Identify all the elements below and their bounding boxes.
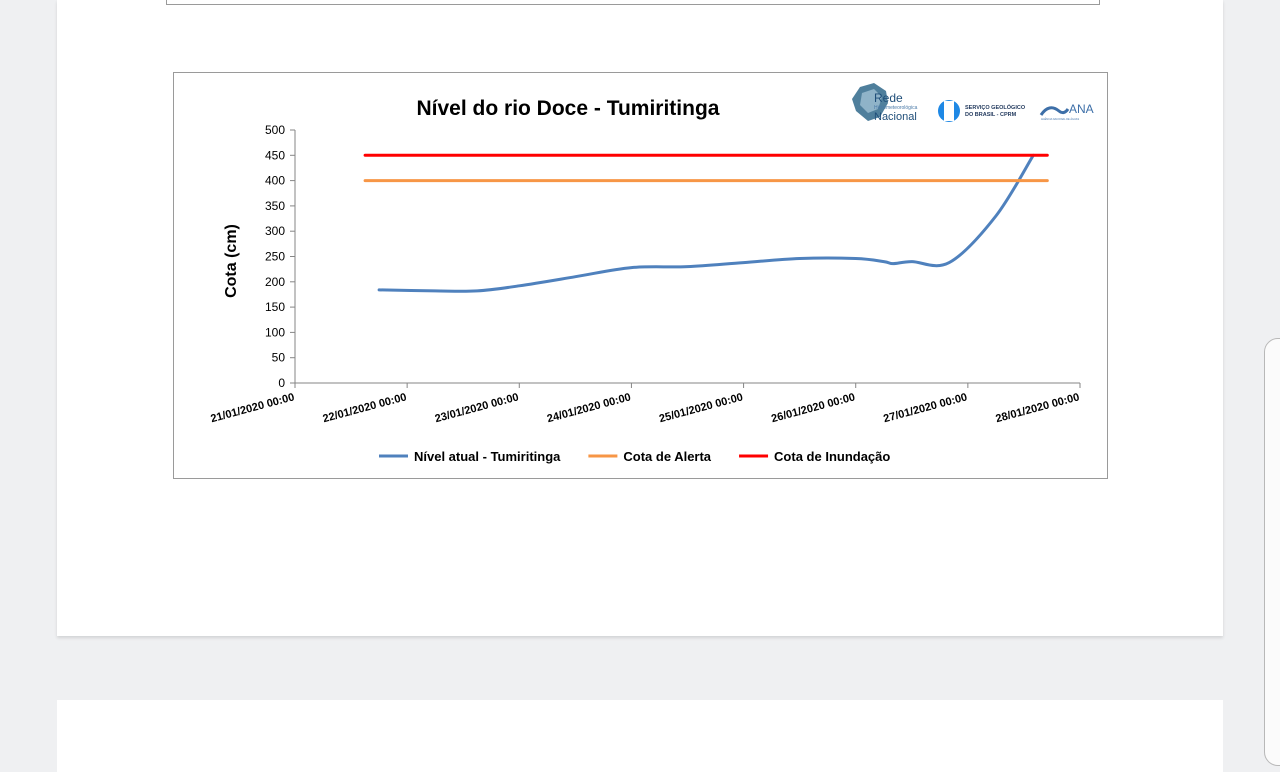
brazil-map-icon (852, 83, 888, 121)
y-tick-label: 250 (265, 250, 285, 264)
cprm-logo-line2: DO BRASIL - CPRM (965, 112, 1017, 118)
x-tick-label: 23/01/2020 00:00 (434, 391, 520, 425)
rede-logo-line1: Rede (874, 91, 903, 105)
next-document-page (57, 700, 1223, 772)
chart-container: Nível do rio Doce - Tumiritinga Cota (cm… (173, 72, 1108, 479)
rede-logo-line2: Hidrometeorológica (874, 105, 918, 111)
ana-logo-subtext: AGÊNCIA NACIONAL DE ÁGUAS (1041, 118, 1079, 121)
y-tick-label: 300 (265, 224, 285, 238)
legend-label: Nível atual - Tumiritinga (414, 449, 561, 464)
legend-label: Cota de Alerta (623, 449, 711, 464)
cprm-emblem-icon (938, 100, 960, 122)
y-tick-label: 450 (265, 148, 285, 162)
x-tick-label: 27/01/2020 00:00 (882, 391, 968, 425)
y-axis-label: Cota (cm) (223, 224, 240, 298)
y-tick-label: 0 (278, 376, 285, 390)
legend: Nível atual - Tumiritinga Cota de Alerta C… (379, 449, 890, 464)
x-tick-label: 25/01/2020 00:00 (658, 391, 744, 425)
x-tick-label: 26/01/2020 00:00 (770, 391, 856, 425)
rede-logo: Rede Hidrometeorológica Nacional (852, 83, 918, 123)
x-tick-label: 21/01/2020 00:00 (209, 391, 295, 425)
ana-logo-text: ANA (1069, 102, 1094, 116)
y-tick-label: 100 (265, 325, 285, 339)
y-tick-label: 50 (272, 351, 286, 365)
y-tick-label: 500 (265, 123, 285, 137)
chart-title: Nível do rio Doce - Tumiritinga (417, 97, 720, 120)
x-tick-label: 22/01/2020 00:00 (322, 391, 408, 425)
cprm-logo-line1: SERVIÇO GEOLÓGICO (965, 103, 1026, 111)
y-tick-label: 400 (265, 174, 285, 188)
rede-logo-line3: Nacional (874, 111, 917, 123)
legend-label: Cota de Inundação (774, 449, 890, 464)
x-tick-label: 28/01/2020 00:00 (994, 391, 1080, 425)
y-tick-label: 150 (265, 300, 285, 314)
series-line-nivel-atual-tumiritinga (377, 153, 1035, 293)
ana-logo: ANA AGÊNCIA NACIONAL DE ÁGUAS (1039, 102, 1094, 121)
previous-chart-frame (166, 0, 1100, 5)
y-tick-label: 200 (265, 275, 285, 289)
ana-wave-icon (1039, 106, 1070, 116)
series-group (363, 153, 1049, 293)
axes: 0 50 100 150 200 250 300 350 400 450 500 21/01/2020… (209, 123, 1080, 425)
scroll-handle[interactable] (1264, 338, 1280, 766)
x-tick-label: 24/01/2020 00:00 (546, 391, 632, 425)
y-tick-label: 350 (265, 199, 285, 213)
cprm-logo: SERVIÇO GEOLÓGICO DO BRASIL - CPRM (938, 100, 1026, 122)
water-level-chart: Nível do rio Doce - Tumiritinga Cota (cm… (209, 83, 1094, 464)
